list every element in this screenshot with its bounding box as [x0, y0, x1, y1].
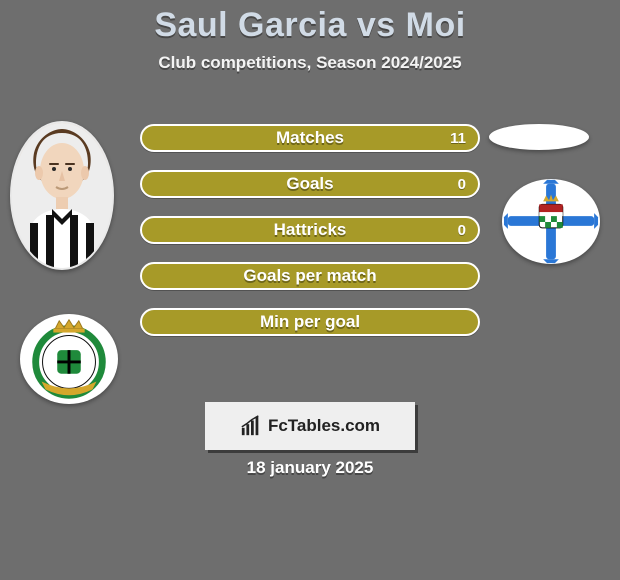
brand-logo[interactable]: FcTables.com [205, 402, 415, 450]
racing-ferrol-crest-icon [502, 179, 600, 264]
stat-value: 0 [458, 172, 466, 196]
player-left-photo [10, 121, 114, 270]
racing-santander-crest-icon [20, 314, 118, 404]
stat-value: 0 [458, 218, 466, 242]
club-crest-left [20, 314, 118, 404]
stat-label: Goals [142, 172, 478, 196]
snapshot-date: 18 january 2025 [0, 458, 620, 478]
stat-bar-hattricks: Hattricks 0 [140, 216, 480, 244]
player-left-photo-svg [12, 123, 112, 268]
stat-label: Matches [142, 126, 478, 150]
stat-bar-matches: Matches 11 [140, 124, 480, 152]
page-title: Saul Garcia vs Moi [0, 0, 620, 45]
stat-bars: Matches 11 Goals 0 Hattricks 0 Goals per… [140, 124, 480, 354]
stat-value: 11 [450, 126, 466, 150]
club-crest-right [502, 179, 600, 264]
page-subtitle: Club competitions, Season 2024/2025 [0, 53, 620, 73]
stat-label: Goals per match [142, 264, 478, 288]
bar-chart-icon [240, 415, 262, 437]
stat-label: Hattricks [142, 218, 478, 242]
stat-bar-goals: Goals 0 [140, 170, 480, 198]
stat-label: Min per goal [142, 310, 478, 334]
stat-bar-min-per-goal: Min per goal [140, 308, 480, 336]
stat-bar-goals-per-match: Goals per match [140, 262, 480, 290]
brand-label: FcTables.com [268, 416, 380, 436]
player-right-photo-placeholder [489, 124, 589, 150]
